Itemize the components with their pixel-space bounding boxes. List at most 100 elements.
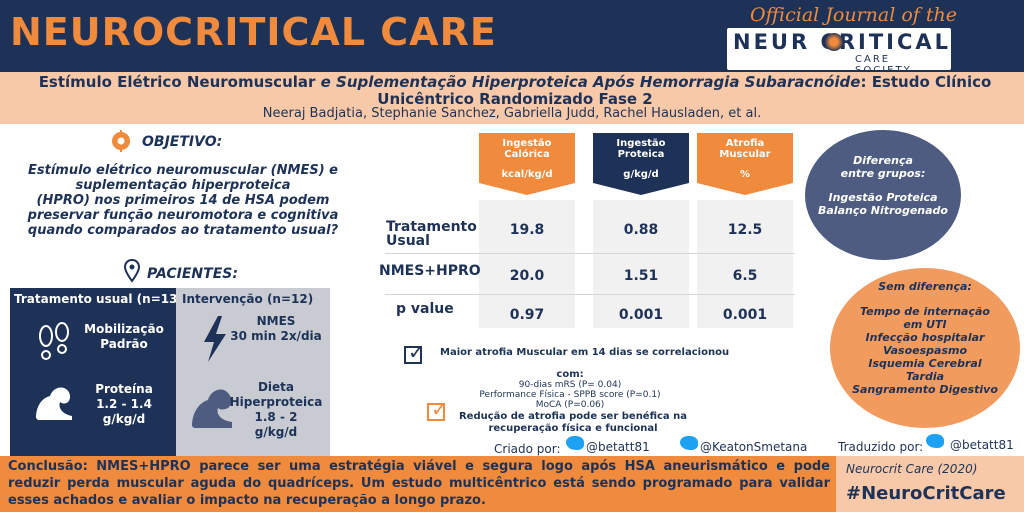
column-shade-3	[697, 200, 793, 328]
intervention-nmes: NMES 30 min 2x/dia	[222, 314, 330, 344]
twitter-handle-3[interactable]: @betatt81	[950, 438, 1014, 452]
intervention-nmes-line-2: 30 min 2x/dia	[230, 329, 322, 343]
patients-heading: PACIENTES:	[147, 266, 238, 282]
column-shade-2	[593, 200, 689, 328]
usual-care-group: Tratamento usual (n=13) Mobilização Padr…	[10, 288, 183, 456]
twitter-icon	[680, 436, 698, 450]
cell-p-atrophy: 0.001	[722, 307, 768, 323]
row-divider-1	[385, 253, 795, 254]
author-list: Neeraj Badjatia, Stephanie Sanchez, Gabr…	[262, 106, 762, 121]
cell-p-caloric: 0.97	[509, 307, 545, 323]
finding-1-details: com: 90-dias mRS (P= 0.04) Performance F…	[440, 370, 700, 411]
column-header-atrophy-line-2: Muscular	[719, 149, 771, 160]
column-header-caloric: Ingestão Calórica kcal/kg/d	[479, 133, 575, 183]
row-label-usual: Tratamento Usual	[386, 220, 477, 248]
twitter-icon	[566, 436, 584, 450]
journal-tagline: Official Journal of the	[750, 4, 957, 26]
usual-protein-line-1: Proteína	[95, 382, 153, 396]
title-part-4: : Estudo Clínico Unicêntrico Randomizado…	[377, 73, 992, 108]
title-part-2: e	[315, 73, 337, 91]
twitter-handle-2[interactable]: @KeatonSmetana	[700, 440, 808, 454]
created-by-label: Criado por:	[494, 442, 561, 456]
column-header-protein-notch	[593, 183, 689, 195]
usual-protein-line-3: g/kg/d	[102, 412, 146, 426]
usual-care-header: Tratamento usual (n=13)	[14, 292, 183, 306]
intervention-diet: Dieta Hiperproteica 1.8 - 2 g/kg/d	[222, 380, 330, 440]
intervention-diet-line-1: Dieta	[257, 380, 295, 394]
strong-arm-icon	[192, 389, 232, 428]
twitter-handle-1[interactable]: @betatt81	[586, 440, 650, 454]
objective-heading: OBJETIVO:	[142, 134, 223, 150]
cell-usual-caloric: 19.8	[509, 222, 545, 238]
no-difference-item-2: Infecção hospitalar	[865, 331, 985, 344]
cell-usual-protein: 0.88	[623, 222, 659, 238]
conclusion-text: Conclusão: NMES+HPRO parece ser uma estr…	[8, 459, 830, 508]
citation-band	[836, 456, 1024, 512]
usual-mobilization: Mobilização Padrão	[74, 322, 174, 352]
no-difference-item-3: Vasoespasmo	[882, 344, 968, 357]
title-part-1: Estímulo Elétrico Neuromuscular	[38, 73, 316, 91]
finding-1-sppb: Performance Física - SPPB score (P=0.1)	[479, 390, 661, 400]
lightning-bolt-icon	[204, 316, 226, 362]
cell-usual-atrophy: 12.5	[727, 222, 763, 238]
column-header-atrophy-line-1: Atrofia	[725, 138, 765, 149]
no-difference-item-1a: Tempo de internação	[860, 305, 990, 318]
column-header-caloric-notch	[479, 183, 575, 195]
objective-question: Estímulo elétrico neuromuscular (NMES) e…	[18, 163, 348, 238]
column-header-protein: Ingestão Proteica g/kg/d	[593, 133, 689, 183]
column-header-protein-unit: g/kg/d	[623, 169, 659, 180]
finding-1-mrs: 90-dias mRS (P= 0.04)	[518, 380, 622, 390]
no-difference-item-4a: Isquemia Cerebral	[868, 357, 982, 370]
objective-line-1: Estímulo elétrico neuromuscular (NMES) e	[28, 163, 338, 178]
column-header-protein-line-2: Proteica	[617, 149, 665, 160]
intervention-header: Intervenção (n=12)	[182, 292, 314, 306]
intervention-diet-line-4: g/kg/d	[254, 425, 298, 439]
checkbox-icon-orange: ✓	[427, 397, 448, 421]
twitter-icon	[926, 434, 944, 448]
title-part-3: Suplementação Hiperproteica Após Hemorra…	[336, 73, 861, 91]
objective-line-4: preservar função neuromotora e cognitiva	[27, 208, 339, 223]
finding-1-moca: MoCA (P=0.06)	[535, 400, 605, 410]
column-header-atrophy-unit: %	[739, 169, 751, 180]
intervention-group: Intervenção (n=12) NMES 30 min 2x/dia Di…	[176, 288, 330, 456]
column-header-caloric-unit: kcal/kg/d	[501, 169, 553, 180]
title-band	[0, 72, 1024, 124]
society-logo: NEUR CRITICAL CARE SOCIETY	[727, 28, 951, 76]
brain-logo-icon	[825, 33, 843, 51]
no-difference-heading: Sem diferença:	[878, 280, 972, 293]
usual-mobilization-line-2: Padrão	[100, 337, 148, 351]
column-header-protein-line-1: Ingestão	[616, 138, 666, 149]
location-pin-icon	[124, 259, 140, 283]
finding-2-line-2: recuperação física e funcional	[488, 423, 658, 434]
cell-int-caloric: 20.0	[509, 268, 545, 284]
intervention-diet-line-3: 1.8 - 2	[254, 410, 298, 424]
no-difference-item-5: Sangramento Digestivo	[852, 383, 998, 396]
cell-int-protein: 1.51	[623, 268, 659, 284]
difference-item-2: Balanço Nitrogenado	[818, 204, 948, 217]
row-divider-2	[385, 294, 795, 295]
article-title: Estímulo Elétrico Neuromuscular e Suplem…	[30, 74, 1000, 108]
column-header-caloric-line-1: Ingestão	[502, 138, 552, 149]
usual-mobilization-line-1: Mobilização	[84, 322, 164, 336]
cell-p-protein: 0.001	[618, 307, 664, 323]
checkbox-icon-navy: ✓	[404, 340, 425, 364]
objective-line-2: suplementação hiperproteica	[75, 178, 291, 193]
column-header-atrophy: Atrofia Muscular %	[697, 133, 793, 183]
intervention-nmes-line-1: NMES	[256, 314, 296, 328]
finding-1: Maior atrofia Muscular em 14 dias se cor…	[440, 347, 730, 358]
footprints-icon	[39, 322, 69, 360]
usual-protein-line-2: 1.2 - 1.4	[96, 397, 152, 411]
translated-by-label: Traduzido por:	[838, 440, 924, 454]
society-subname: CARE SOCIETY	[855, 54, 912, 76]
no-difference-item-4b: Tardia	[905, 370, 945, 383]
column-header-atrophy-notch	[697, 183, 793, 195]
journal-brand: NEUROCRITICAL CARE	[10, 10, 497, 54]
row-label-usual-line-2: Usual	[386, 233, 430, 249]
no-difference-circle: Sem diferença: Tempo de internação em UT…	[830, 268, 1020, 428]
intervention-diet-line-2: Hiperproteica	[229, 395, 323, 409]
no-difference-item-1b: em UTI	[903, 318, 947, 331]
difference-heading-2: entre grupos:	[840, 167, 926, 180]
objective-line-5: quando comparados ao tratamento usual?	[27, 223, 339, 238]
hashtag[interactable]: #NeuroCritCare	[846, 483, 1006, 504]
finding-2-line-1: Redução de atrofia pode ser benéfica na	[458, 411, 688, 422]
